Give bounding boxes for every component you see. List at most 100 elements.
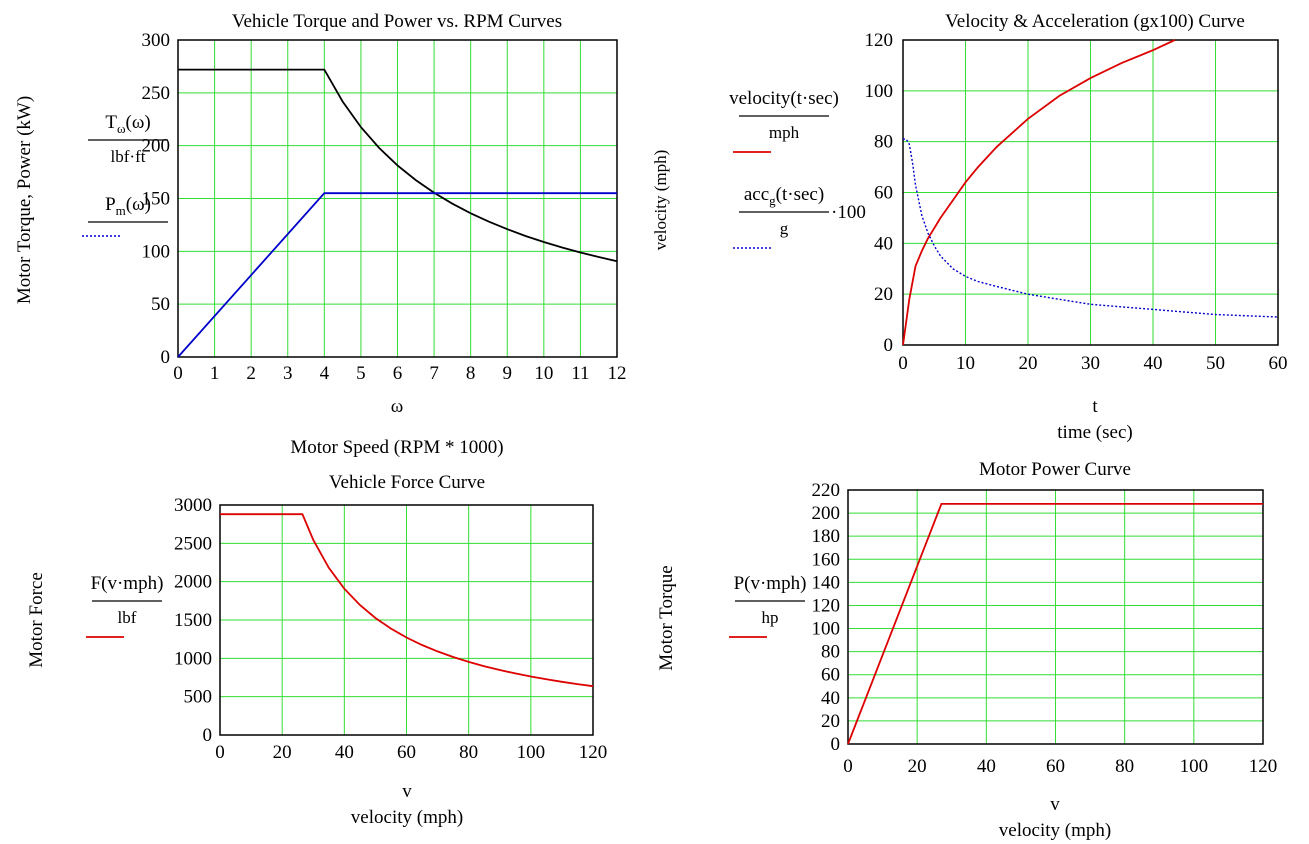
y-tick-label: 60 xyxy=(874,183,893,204)
legend-numerator: Pm(ω) xyxy=(105,194,151,218)
legend-numerator: P(v·mph) xyxy=(734,573,807,594)
x-tick-label: 80 xyxy=(1115,756,1134,777)
y-tick-label: 0 xyxy=(884,335,894,356)
y-tick-label: 50 xyxy=(151,294,170,315)
series-line-2 xyxy=(903,138,1279,318)
series-line-1 xyxy=(847,502,1263,745)
x-tick-label: 20 xyxy=(1019,353,1038,374)
x-tick-label: 3 xyxy=(283,363,293,384)
x-variable: v xyxy=(402,781,412,802)
y-tick-label: 0 xyxy=(161,347,171,368)
x-variable: v xyxy=(1050,794,1060,815)
x-tick-label: 0 xyxy=(215,742,225,763)
chart-power: 0 20 40 60 80 100 1200204060801001201401601802… xyxy=(656,459,1277,841)
x-tick-label: 60 xyxy=(1269,353,1288,374)
x-tick-label: 20 xyxy=(273,742,292,763)
y-tick-label: 180 xyxy=(812,526,841,547)
series-line-1 xyxy=(902,39,1176,346)
legend-denominator: lbf·ft xyxy=(111,147,146,166)
legend-denominator: g xyxy=(780,219,789,238)
y-tick-label: 120 xyxy=(812,595,841,616)
x-tick-label: 1 xyxy=(210,363,220,384)
y-tick-label: 120 xyxy=(865,30,894,51)
x-tick-label: 60 xyxy=(1046,756,1065,777)
series-line-1 xyxy=(178,68,618,263)
series-line-1 xyxy=(220,513,594,688)
legend-entry: Tω(ω) lbf·ft xyxy=(88,112,168,166)
x-tick-label: 4 xyxy=(320,363,330,384)
x-tick-label: 10 xyxy=(534,363,553,384)
y-axis-label: Motor Force xyxy=(26,572,47,668)
x-tick-label: 5 xyxy=(356,363,366,384)
legend-denominator: lbf xyxy=(118,608,137,627)
x-tick-label: 120 xyxy=(579,742,608,763)
y-axis-label: velocity (mph) xyxy=(651,150,670,251)
y-tick-label: 500 xyxy=(184,687,213,708)
x-tick-label: 60 xyxy=(397,742,416,763)
legend-entry: F(v·mph) lbf xyxy=(86,573,164,638)
chart-velocity: 0 10 20 30 40 50 60 0 20 40 60 80 100 120 Velocity & A… xyxy=(651,11,1288,443)
legend-entry: accg(t·sec) ·100 g xyxy=(733,184,866,249)
x-tick-label: 100 xyxy=(517,742,546,763)
y-tick-label: 1000 xyxy=(174,648,212,669)
x-axis-label: time (sec) xyxy=(1057,422,1132,443)
x-tick-label: 2 xyxy=(246,363,256,384)
y-axis-label: Motor Torque, Power (kW) xyxy=(14,96,35,304)
y-tick-label: 2500 xyxy=(174,533,212,554)
legend-denominator: hp xyxy=(762,608,779,627)
y-tick-label: 220 xyxy=(812,480,841,501)
y-axis-label: Motor Torque xyxy=(656,565,677,670)
y-tick-label: 100 xyxy=(812,619,841,640)
y-tick-label: 80 xyxy=(821,642,840,663)
y-tick-label: 40 xyxy=(821,688,840,709)
x-variable: ω xyxy=(391,396,404,417)
legend-numerator: F(v·mph) xyxy=(91,573,164,594)
y-tick-label: 160 xyxy=(812,549,841,570)
y-tick-label: 140 xyxy=(812,572,841,593)
plot-frame xyxy=(219,504,594,736)
x-tick-label: 80 xyxy=(459,742,478,763)
series-line-2 xyxy=(177,192,617,358)
y-tick-label: 80 xyxy=(874,132,893,153)
y-tick-label: 3000 xyxy=(174,495,212,516)
y-tick-label: 200 xyxy=(142,136,171,157)
x-tick-label: 40 xyxy=(977,756,996,777)
x-tick-label: 40 xyxy=(1144,353,1163,374)
y-tick-label: 100 xyxy=(865,81,894,102)
x-axis-label: Motor Speed (RPM * 1000) xyxy=(290,437,503,458)
plot-frame xyxy=(847,489,1264,745)
chart-title: Motor Power Curve xyxy=(979,459,1131,480)
legend-numerator: Tω(ω) xyxy=(105,112,150,136)
plot-frame xyxy=(177,39,618,358)
x-tick-label: 10 xyxy=(956,353,975,374)
y-tick-label: 20 xyxy=(821,711,840,732)
legend-numerator: accg(t·sec) xyxy=(744,184,824,208)
chart-title: Velocity & Acceleration (gx100) Curve xyxy=(945,11,1245,32)
plot-frame xyxy=(902,39,1279,346)
x-tick-label: 30 xyxy=(1081,353,1100,374)
legend-entry: Pm(ω) xyxy=(82,194,168,237)
x-tick-label: 50 xyxy=(1206,353,1225,374)
y-tick-label: 0 xyxy=(203,725,213,746)
x-tick-label: 11 xyxy=(571,363,589,384)
chart-torque: 0 1 2 3 4 5 6 7 8 9 10 11 12050100150200250300Vehicl… xyxy=(14,11,627,458)
x-tick-label: 0 xyxy=(843,756,853,777)
y-tick-label: 100 xyxy=(142,241,171,262)
x-tick-label: 7 xyxy=(429,363,439,384)
x-tick-label: 120 xyxy=(1249,756,1278,777)
chart-force: 0 20 40 60 80 100 120 0 500 1000 1500 2000 2500 3000 V… xyxy=(26,472,607,828)
x-tick-label: 9 xyxy=(503,363,513,384)
x-tick-label: 12 xyxy=(608,363,627,384)
legend-suffix: ·100 xyxy=(831,202,866,223)
x-tick-label: 0 xyxy=(898,353,908,374)
legend-numerator: velocity(t·sec) xyxy=(729,88,839,109)
x-tick-label: 20 xyxy=(908,756,927,777)
x-tick-label: 100 xyxy=(1180,756,1209,777)
chart-title: Vehicle Force Curve xyxy=(329,472,485,493)
x-tick-label: 6 xyxy=(393,363,403,384)
x-tick-label: 8 xyxy=(466,363,476,384)
legend-entry: velocity(t·sec) mph xyxy=(729,88,839,153)
x-axis-label: velocity (mph) xyxy=(999,820,1111,841)
x-tick-label: 40 xyxy=(335,742,354,763)
